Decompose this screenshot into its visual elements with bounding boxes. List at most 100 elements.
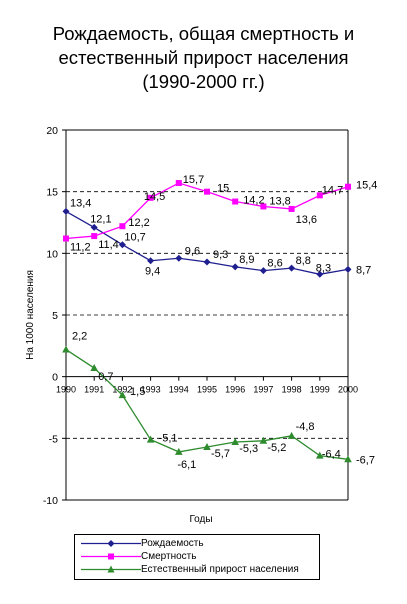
data-label: 8,9 bbox=[239, 254, 254, 266]
x-tick-label: 2000 bbox=[338, 385, 358, 395]
data-label: 9,6 bbox=[185, 245, 200, 257]
y-tick-label: 15 bbox=[46, 187, 58, 199]
data-point bbox=[147, 257, 155, 265]
data-point bbox=[287, 431, 296, 439]
data-label: 15,4 bbox=[356, 180, 377, 192]
data-label: -5,7 bbox=[211, 448, 230, 460]
data-point bbox=[232, 198, 239, 205]
data-point bbox=[260, 203, 267, 210]
data-label: -5,2 bbox=[267, 442, 286, 454]
legend-item-death: Смертность bbox=[75, 550, 319, 563]
y-tick-label: -10 bbox=[43, 495, 58, 507]
x-tick-label: 1991 bbox=[84, 385, 104, 395]
data-point bbox=[147, 194, 154, 201]
data-label: 2,2 bbox=[72, 331, 87, 343]
data-label: -4,8 bbox=[296, 421, 315, 433]
chart-title-line-3: (1990-2000 гг.) bbox=[142, 71, 265, 92]
data-point bbox=[204, 188, 210, 195]
data-point bbox=[175, 447, 183, 455]
data-point bbox=[316, 192, 323, 199]
data-point bbox=[203, 442, 211, 450]
data-label: -6,7 bbox=[356, 454, 375, 466]
data-label: 9,3 bbox=[213, 249, 228, 261]
data-label: -6,4 bbox=[322, 449, 341, 461]
y-tick-label: 0 bbox=[52, 372, 58, 384]
data-label: -6,1 bbox=[177, 459, 196, 471]
data-label: 8,7 bbox=[356, 264, 371, 276]
data-label: 11,4 bbox=[98, 239, 119, 251]
data-point bbox=[118, 391, 127, 399]
legend-item-birth: Рождаемость bbox=[75, 537, 319, 550]
data-point bbox=[316, 270, 324, 278]
data-point bbox=[118, 241, 126, 249]
legend-death-marker-icon bbox=[81, 553, 141, 560]
data-point bbox=[259, 436, 268, 444]
legend-birth-label: Рождаемость bbox=[141, 538, 204, 549]
data-point bbox=[288, 264, 296, 272]
data-label: -5,1 bbox=[159, 433, 178, 445]
chart-title-line-1: Рождаемость, общая смертность и bbox=[52, 23, 355, 44]
x-tick-label: 1998 bbox=[282, 385, 302, 395]
data-point bbox=[344, 455, 352, 463]
data-label: 13,4 bbox=[70, 197, 91, 209]
x-tick-label: 1997 bbox=[253, 385, 273, 395]
x-tick-label: 1993 bbox=[141, 385, 161, 395]
data-point bbox=[175, 254, 183, 262]
data-point bbox=[62, 345, 70, 353]
data-label: 15,7 bbox=[183, 174, 204, 186]
y-tick-label: 20 bbox=[46, 125, 58, 137]
legend-death-label: Смертность bbox=[141, 551, 197, 562]
legend-growth-marker-icon bbox=[81, 565, 141, 573]
data-point bbox=[90, 223, 98, 231]
data-point bbox=[203, 258, 211, 266]
data-label: 14,7 bbox=[322, 184, 343, 196]
data-label: 14,2 bbox=[243, 195, 264, 207]
data-label: 13,8 bbox=[269, 195, 290, 207]
data-label: -5,3 bbox=[239, 443, 258, 455]
data-label: 15 bbox=[217, 183, 229, 195]
data-label: 13,6 bbox=[296, 214, 317, 226]
data-point bbox=[231, 438, 239, 446]
legend-growth-label: Естественный прирост населения bbox=[141, 564, 299, 575]
x-tick-label: 1996 bbox=[225, 385, 245, 395]
data-label: 12,1 bbox=[90, 213, 111, 225]
data-point bbox=[288, 205, 295, 212]
data-point bbox=[62, 207, 70, 215]
data-label: 12,2 bbox=[128, 217, 149, 229]
data-label: 8,6 bbox=[267, 258, 282, 270]
data-point bbox=[344, 265, 352, 273]
x-tick-label: 1992 bbox=[112, 385, 132, 395]
data-label: 10,7 bbox=[124, 232, 145, 244]
series-line bbox=[65, 348, 349, 460]
data-label: 9,4 bbox=[145, 266, 160, 278]
data-label: 8,8 bbox=[296, 255, 311, 267]
data-point bbox=[146, 435, 155, 443]
y-tick-label: 10 bbox=[46, 248, 58, 260]
data-point bbox=[231, 263, 239, 271]
data-point bbox=[175, 180, 182, 187]
x-axis-title: Годы bbox=[189, 514, 212, 525]
y-axis-title: На 1000 населения bbox=[25, 270, 36, 360]
data-label: 8,3 bbox=[316, 262, 331, 274]
data-label: -1,5 bbox=[126, 386, 145, 398]
data-point bbox=[316, 451, 324, 459]
legend: Рождаемость Смертность Естественный прир… bbox=[74, 534, 320, 580]
y-tick-label: 5 bbox=[52, 310, 58, 322]
data-point bbox=[90, 364, 98, 372]
x-tick-label: 1999 bbox=[310, 385, 330, 395]
data-point bbox=[91, 233, 98, 240]
legend-item-natural-growth: Естественный прирост населения bbox=[75, 563, 319, 576]
data-label: 11,2 bbox=[70, 242, 91, 254]
data-point bbox=[119, 223, 126, 230]
chart-title-line-2: естественный прирост населения bbox=[58, 47, 349, 68]
legend-birth-marker-icon bbox=[81, 540, 141, 547]
x-tick-label: 1990 bbox=[56, 385, 76, 395]
line-chart: -10 -5 0 5 10 15 20 1990 1991 1992 1993 1994 1995 199… bbox=[25, 125, 377, 525]
y-tick-label: -5 bbox=[49, 433, 58, 445]
data-label: 14,5 bbox=[144, 191, 165, 203]
data-point bbox=[63, 235, 69, 242]
data-point bbox=[259, 267, 267, 275]
chart-title: Рождаемость, общая смертность и естестве… bbox=[0, 22, 407, 94]
data-point bbox=[345, 183, 351, 190]
x-tick-label: 1995 bbox=[197, 385, 217, 395]
